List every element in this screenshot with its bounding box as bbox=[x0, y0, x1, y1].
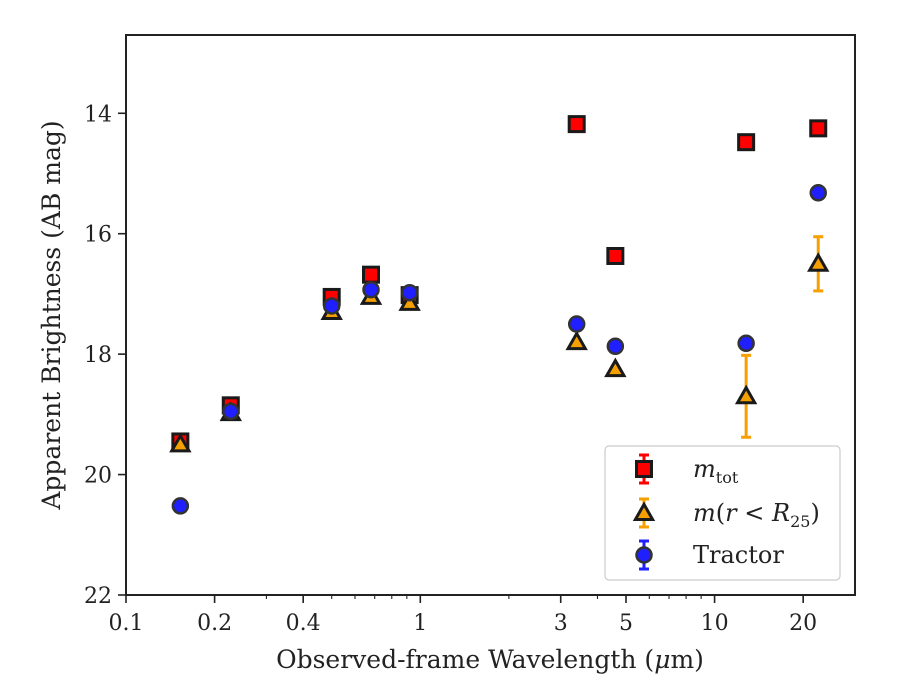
point-tractor-0 bbox=[171, 497, 190, 515]
legend-mr25-sub: 25 bbox=[790, 512, 810, 531]
legend-label-mr25: m(r < R25) bbox=[693, 499, 820, 531]
legend-symbol-tractor bbox=[635, 546, 653, 564]
point-mr25-5 bbox=[565, 330, 588, 351]
x-tick-label-7: 20 bbox=[789, 611, 817, 636]
point-mr25-0 bbox=[169, 432, 192, 453]
legend-mr25-open: ( bbox=[716, 499, 725, 527]
point-tractor-1 bbox=[222, 402, 240, 421]
point-tractor-4 bbox=[400, 283, 419, 302]
x-axis-title: Observed-frame Wavelength (μm) bbox=[276, 645, 704, 674]
x-axis-title-mu: μ bbox=[654, 645, 670, 674]
y-tick-label-4: 22 bbox=[84, 584, 112, 609]
x-axis-title-suffix: m) bbox=[670, 645, 703, 674]
legend-mtot-main: m bbox=[693, 455, 716, 483]
point-mtot-7 bbox=[737, 133, 756, 152]
x-tick-label-5: 5 bbox=[619, 611, 633, 636]
y-tick-label-1: 16 bbox=[84, 223, 112, 248]
point-mr25-4 bbox=[398, 291, 421, 311]
point-tractor-2 bbox=[322, 297, 341, 315]
legend-mr25-lt: < bbox=[737, 499, 772, 527]
x-tick-label-2: 0.4 bbox=[286, 611, 321, 636]
data-marks bbox=[169, 115, 830, 515]
x-tick-label-4: 3 bbox=[554, 611, 568, 636]
point-mr25-6 bbox=[604, 357, 627, 378]
plot-frame bbox=[125, 34, 856, 596]
x-tick-label-1: 0.2 bbox=[197, 611, 232, 636]
point-tractor-5 bbox=[567, 315, 586, 333]
x-tick-label-3: 1 bbox=[413, 611, 427, 636]
point-tractor-7 bbox=[737, 334, 755, 353]
legend-marker-mr25 bbox=[632, 497, 656, 529]
legend-marker-tractor bbox=[635, 539, 653, 571]
x-axis-title-prefix: Observed-frame Wavelength ( bbox=[276, 645, 654, 674]
legend-box bbox=[604, 445, 841, 581]
legend-mr25-main: m bbox=[693, 499, 716, 527]
series-tractor bbox=[171, 184, 827, 515]
x-tick-label-6: 10 bbox=[701, 611, 729, 636]
axis-ticks: 0.1 0.2 0.4 1 3 5 10 20 14 16 18 20 22 bbox=[84, 102, 817, 636]
y-tick-label-3: 20 bbox=[84, 464, 112, 489]
point-tractor-6 bbox=[606, 337, 625, 356]
point-mtot-3 bbox=[362, 265, 381, 284]
legend: mtot m(r < R25) Tractor bbox=[604, 445, 841, 581]
point-mtot-8 bbox=[809, 119, 828, 138]
y-tick-label-2: 18 bbox=[84, 343, 112, 368]
point-mtot-6 bbox=[606, 246, 625, 265]
legend-symbol-mtot bbox=[635, 460, 653, 478]
point-tractor-8 bbox=[809, 184, 827, 202]
legend-label-tractor: Tractor bbox=[693, 541, 784, 569]
point-tractor-3 bbox=[362, 280, 380, 299]
point-mtot-5 bbox=[567, 115, 586, 134]
legend-mr25-R: R bbox=[771, 499, 790, 527]
legend-label-mtot: mtot bbox=[693, 455, 739, 487]
legend-markers bbox=[632, 453, 656, 571]
y-tick-label-0: 14 bbox=[84, 102, 112, 127]
point-mr25-8 bbox=[807, 252, 830, 272]
legend-symbol-mr25 bbox=[632, 501, 656, 521]
y-axis-title: Apparent Brightness (AB mag) bbox=[37, 120, 66, 510]
legend-mtot-sub: tot bbox=[716, 468, 739, 487]
legend-mr25-r: r bbox=[725, 499, 738, 527]
x-tick-label-0: 0.1 bbox=[109, 611, 144, 636]
legend-mr25-close: ) bbox=[810, 499, 819, 527]
point-mr25-7 bbox=[734, 384, 758, 405]
legend-marker-mtot bbox=[635, 453, 653, 485]
